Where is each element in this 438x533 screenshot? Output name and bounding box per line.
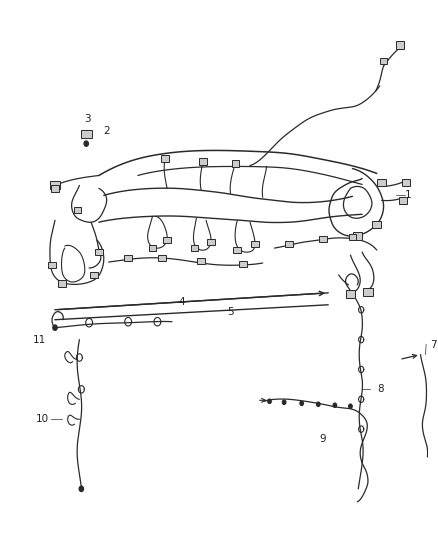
Text: 3: 3 [84, 114, 91, 124]
Bar [207, 239, 215, 245]
Text: 9: 9 [320, 434, 326, 444]
Bar [50, 181, 60, 189]
Bar [81, 130, 92, 138]
Bar [239, 261, 247, 267]
Text: 11: 11 [33, 335, 46, 345]
Circle shape [53, 325, 57, 330]
Bar [399, 197, 407, 204]
Bar [380, 58, 388, 64]
Circle shape [349, 404, 352, 408]
Text: 7: 7 [431, 340, 437, 350]
Bar [159, 255, 166, 261]
Bar [161, 156, 169, 161]
Circle shape [300, 401, 304, 406]
Bar [396, 42, 404, 49]
Bar [48, 262, 57, 269]
Text: 2: 2 [103, 126, 110, 136]
Circle shape [84, 141, 88, 146]
Bar [191, 245, 198, 251]
Bar [233, 247, 241, 253]
Text: 4: 4 [178, 297, 185, 307]
Bar [251, 241, 259, 247]
Bar [319, 236, 327, 243]
Bar [377, 179, 386, 186]
Bar [51, 185, 59, 192]
Circle shape [283, 400, 286, 405]
Circle shape [333, 403, 336, 407]
Bar [124, 255, 132, 261]
Bar [148, 245, 156, 251]
Circle shape [268, 399, 271, 403]
Bar [349, 234, 356, 240]
Bar [95, 249, 103, 255]
Bar [90, 271, 98, 278]
Circle shape [79, 486, 84, 491]
Bar [198, 258, 205, 264]
Text: 8: 8 [377, 384, 383, 394]
Bar [353, 232, 362, 240]
Bar [74, 207, 81, 214]
Circle shape [317, 402, 320, 406]
Bar [372, 221, 381, 228]
Bar [402, 179, 410, 186]
Bar [199, 158, 207, 165]
Bar [285, 241, 293, 247]
Bar [57, 280, 66, 287]
Text: 5: 5 [227, 307, 234, 317]
Bar [363, 288, 373, 296]
Text: 10: 10 [36, 414, 49, 424]
Bar [232, 160, 239, 167]
Text: 1: 1 [405, 190, 411, 200]
Bar [163, 237, 171, 244]
Bar [346, 290, 355, 297]
